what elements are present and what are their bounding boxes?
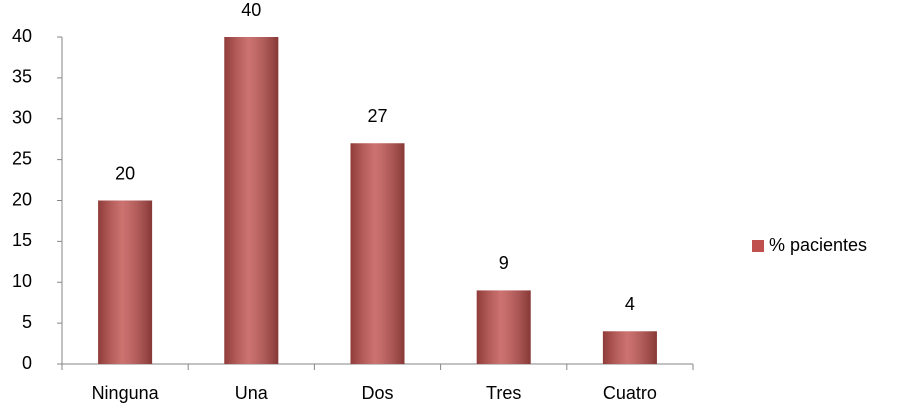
bar-shading	[602, 331, 657, 364]
x-tick-label: Cuatro	[603, 383, 657, 403]
bar-shading	[350, 143, 405, 364]
x-tick-label: Dos	[361, 383, 393, 403]
x-tick-label: Una	[235, 383, 269, 403]
y-tick-label: 35	[12, 67, 32, 87]
data-label: 9	[499, 253, 509, 273]
y-tick-label: 15	[12, 230, 32, 250]
data-label: 4	[625, 294, 635, 314]
legend-label: % pacientes	[769, 235, 867, 255]
bar-shading	[476, 290, 531, 364]
x-tick-label: Tres	[486, 383, 521, 403]
data-label: 20	[115, 163, 135, 183]
y-tick-label: 10	[12, 271, 32, 291]
y-tick-label: 5	[22, 312, 32, 332]
y-tick-label: 40	[12, 26, 32, 46]
y-tick-label: 30	[12, 108, 32, 128]
data-label: 27	[367, 106, 387, 126]
legend-swatch	[752, 240, 764, 252]
bar-shading	[98, 200, 153, 364]
y-tick-label: 20	[12, 189, 32, 209]
data-label: 40	[241, 0, 261, 20]
y-tick-label: 25	[12, 148, 32, 168]
y-tick-label: 0	[22, 353, 32, 373]
x-tick-label: Ninguna	[92, 383, 160, 403]
bar-shading	[224, 37, 279, 364]
